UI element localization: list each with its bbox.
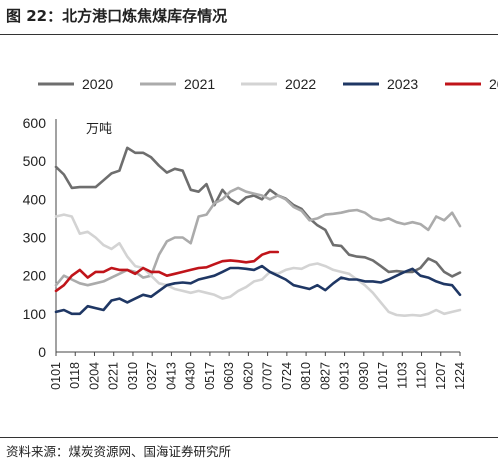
legend-label-2023: 2023	[387, 76, 418, 92]
legend-label-2020: 2020	[82, 76, 113, 92]
x-tick-label: 0413	[164, 362, 178, 390]
y-tick-label: 400	[23, 191, 47, 207]
x-tick-label: 0310	[126, 362, 140, 390]
series-lines	[54, 146, 462, 318]
x-tick-label: 0930	[357, 362, 371, 390]
x-tick-label: 0327	[145, 362, 159, 390]
x-tick-label: 1224	[453, 362, 467, 390]
y-tick-label: 100	[23, 306, 47, 322]
x-tick-label: 0620	[241, 362, 255, 390]
y-tick-label: 600	[23, 115, 47, 131]
series-line-2021	[54, 186, 462, 287]
x-tick-label: 0221	[107, 362, 121, 390]
x-axis: 0101 0118 0204 0221 0310 0327 0413 0430 0517 0603…	[49, 351, 467, 390]
legend-label-2024: 2024	[489, 76, 498, 92]
source-note: 资料来源：煤炭资源网、国海证券研究所	[6, 444, 232, 459]
y-unit-label: 万吨	[86, 121, 112, 136]
series-line-2023	[54, 264, 462, 316]
y-tick-label: 0	[38, 344, 46, 360]
y-tick-label: 300	[23, 230, 47, 246]
figure-title: 图 22：北方港口炼焦煤库存情况	[6, 7, 228, 25]
title-rule	[0, 34, 498, 35]
x-tick-label: 0118	[68, 362, 82, 389]
x-tick-label: 1017	[376, 362, 390, 390]
legend-label-2022: 2022	[285, 76, 316, 92]
x-tick-label: 0603	[222, 362, 236, 390]
x-tick-label: 0204	[87, 362, 101, 390]
x-tick-label: 1207	[434, 362, 448, 390]
series-line-2022	[54, 213, 462, 318]
y-tick-label: 500	[23, 153, 47, 169]
source-rule	[0, 437, 498, 438]
x-tick-label: 0827	[318, 362, 332, 390]
x-tick-label: 1120	[415, 362, 429, 389]
x-tick-label: 0430	[184, 362, 198, 390]
x-tick-label: 0810	[299, 362, 313, 390]
x-tick-label: 1103	[395, 362, 409, 389]
legend: 2020 2021 2022 2023 2024	[38, 76, 498, 92]
x-tick-label: 0913	[338, 362, 352, 390]
series-line-2024	[54, 250, 280, 293]
x-tick-label: 0724	[280, 362, 294, 390]
x-tick-label: 0707	[261, 362, 275, 390]
y-tick-label: 200	[23, 268, 47, 284]
legend-label-2021: 2021	[184, 76, 215, 92]
x-tick-label: 0101	[49, 362, 63, 390]
x-tick-label: 0517	[203, 362, 217, 390]
series-line-2020	[54, 146, 462, 278]
y-axis: 0 100 200 300 400 500 600	[23, 115, 57, 360]
